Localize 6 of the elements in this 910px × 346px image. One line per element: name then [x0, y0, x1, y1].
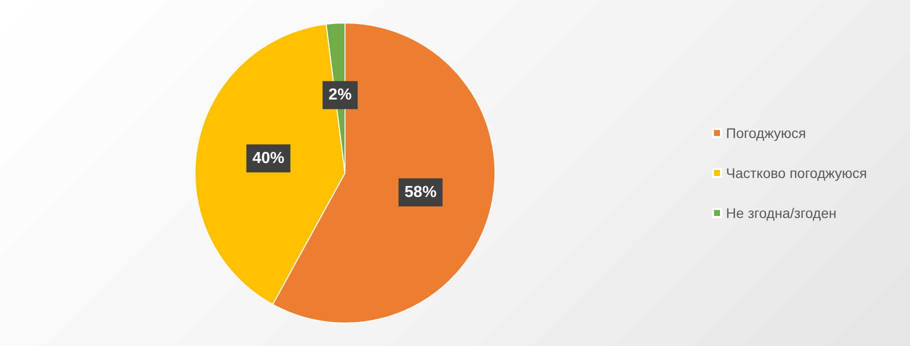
data-label: 2% [328, 86, 352, 104]
legend-label: Погоджуюся [726, 125, 806, 141]
data-label: 40% [252, 150, 284, 167]
legend-label: Частково погоджуюся [726, 165, 868, 181]
legend-label: Не згодна/згоден [726, 205, 836, 221]
data-label: 58% [404, 184, 437, 201]
